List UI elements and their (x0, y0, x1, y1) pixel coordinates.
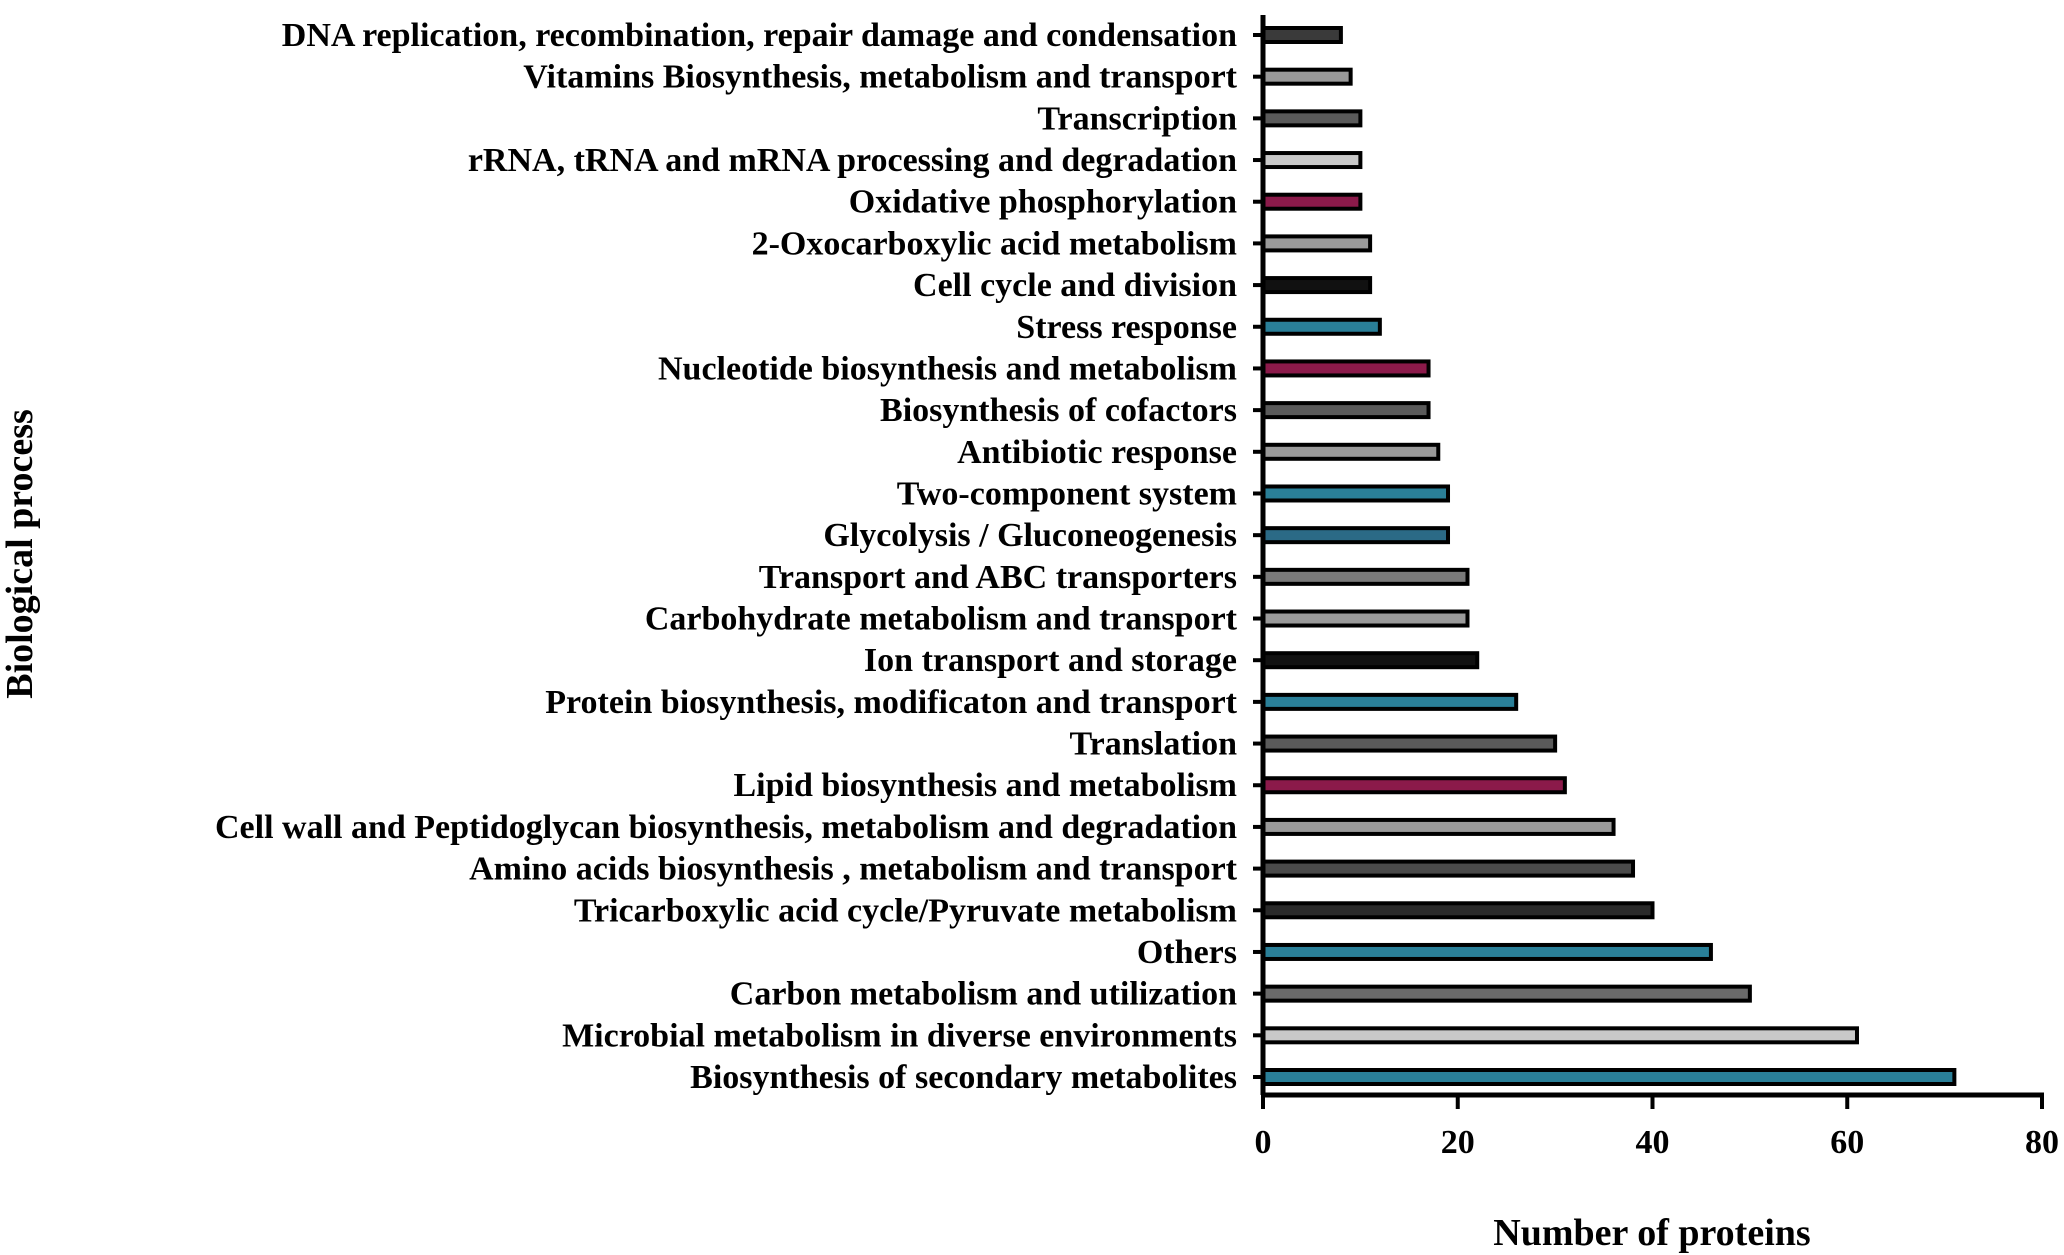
category-label: Nucleotide biosynthesis and metabolism (658, 350, 1237, 387)
category-label: Transport and ABC transporters (759, 559, 1237, 596)
x-tick-label: 40 (1636, 1124, 1670, 1161)
x-tick-label: 0 (1255, 1124, 1272, 1161)
bar (1261, 901, 1655, 920)
bar (1261, 859, 1636, 878)
category-label: Transcription (1037, 100, 1237, 137)
y-axis-title: Biological process (0, 409, 41, 699)
category-label: Glycolysis / Gluconeogenesis (823, 517, 1237, 554)
bar (1261, 26, 1343, 44)
bar (1261, 359, 1431, 378)
bar (1261, 734, 1558, 753)
category-label: Cell cycle and division (913, 267, 1237, 304)
bar (1261, 1068, 1957, 1086)
x-axis-title: Number of proteins (1493, 1212, 1810, 1254)
bar (1261, 942, 1713, 961)
category-label: 2-Oxocarboxylic acid metabolism (752, 225, 1237, 262)
bar (1261, 692, 1519, 711)
category-label: Translation (1069, 726, 1237, 763)
bar (1261, 317, 1382, 336)
bar (1261, 817, 1616, 836)
category-label: Cell wall and Peptidoglycan biosynthesis… (215, 809, 1237, 846)
category-label: Tricarboxylic acid cycle/Pyruvate metabo… (574, 892, 1237, 929)
bar (1261, 109, 1363, 128)
bar (1261, 567, 1470, 586)
category-labels: DNA replication, recombination, repair d… (215, 17, 1238, 1096)
category-label: Stress response (1016, 309, 1237, 346)
bar (1261, 609, 1470, 628)
bar (1261, 234, 1373, 253)
category-label: Antibiotic response (957, 434, 1237, 471)
bar (1261, 651, 1480, 670)
bar (1261, 442, 1441, 461)
category-label: rRNA, tRNA and mRNA processing and degra… (468, 142, 1237, 179)
bar (1261, 776, 1567, 795)
category-label: Oxidative phosphorylation (849, 184, 1237, 221)
category-label: Amino acids biosynthesis , metabolism an… (469, 851, 1238, 888)
category-label: Carbon metabolism and utilization (730, 976, 1237, 1013)
bar (1261, 526, 1451, 545)
x-tick-label: 60 (1830, 1124, 1864, 1161)
category-label: Lipid biosynthesis and metabolism (733, 767, 1237, 804)
axes (1253, 15, 2044, 1098)
category-label: Protein biosynthesis, modificaton and tr… (545, 684, 1237, 721)
category-label: Others (1137, 934, 1237, 971)
bar (1261, 67, 1353, 86)
x-ticks: 0 20 40 60 80 (1255, 1095, 2059, 1161)
bar (1261, 192, 1363, 211)
category-label: Vitamins Biosynthesis, metabolism and tr… (523, 59, 1237, 96)
category-label: Biosynthesis of secondary metabolites (690, 1059, 1237, 1096)
bar (1261, 276, 1373, 295)
bar (1261, 1026, 1859, 1045)
bar (1261, 484, 1451, 503)
category-label: DNA replication, recombination, repair d… (282, 17, 1237, 54)
bar (1261, 151, 1363, 170)
x-tick-label: 20 (1441, 1124, 1475, 1161)
bars-layer (1261, 26, 1957, 1086)
bar (1261, 401, 1431, 420)
x-tick-label: 80 (2025, 1124, 2059, 1161)
bar (1261, 984, 1752, 1003)
category-label: Ion transport and storage (864, 642, 1237, 679)
category-label: Microbial metabolism in diverse environm… (562, 1017, 1237, 1054)
category-label: Two-component system (897, 475, 1237, 512)
category-label: Carbohydrate metabolism and transport (645, 601, 1238, 638)
category-label: Biosynthesis of cofactors (880, 392, 1237, 429)
